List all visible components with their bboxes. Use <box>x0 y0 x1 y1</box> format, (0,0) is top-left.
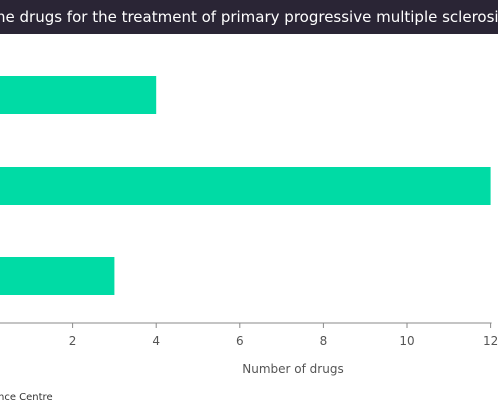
bar-1 <box>0 76 157 114</box>
chart-title: ne drugs for the treatment of primary pr… <box>0 8 498 26</box>
bar-chart: 2 4 6 8 10 12 Number of drugs <box>0 76 498 376</box>
chart-title-bar: ne drugs for the treatment of primary pr… <box>0 0 498 34</box>
bars-group <box>0 76 491 295</box>
x-tick-label: 4 <box>152 334 160 348</box>
x-tick-label: 8 <box>320 334 328 348</box>
bar-2 <box>0 167 491 205</box>
bar-3 <box>0 257 115 295</box>
x-axis-title: Number of drugs <box>242 362 343 376</box>
x-tick-label: 12 <box>483 334 498 348</box>
x-axis-ticks: 2 4 6 8 10 12 <box>69 323 498 348</box>
x-tick-label: 2 <box>69 334 77 348</box>
x-tick-label: 6 <box>236 334 244 348</box>
source-note: nce Centre <box>0 392 53 403</box>
x-tick-label: 10 <box>399 334 414 348</box>
